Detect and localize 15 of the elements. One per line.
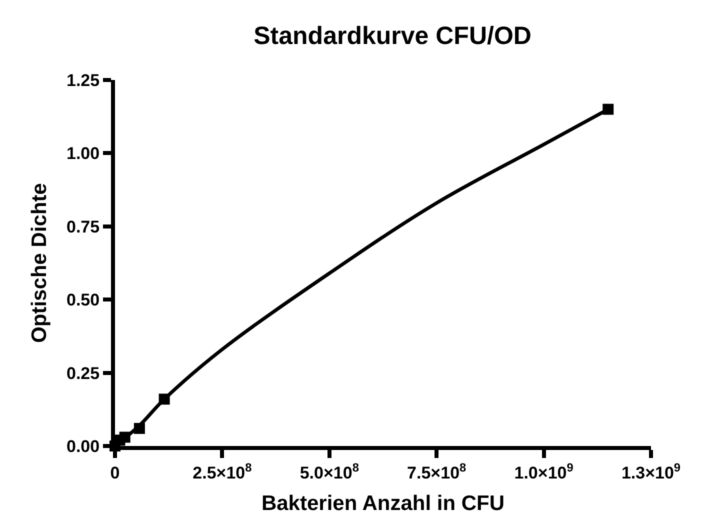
- chart-title: Standardkurve CFU/OD: [254, 22, 532, 50]
- x-tick-label: 7.5×10$^{8}$: [407, 460, 467, 482]
- x-axis-title: Bakterien Anzahl in CFU: [261, 492, 505, 516]
- x-tick-label: 0: [110, 463, 120, 482]
- y-tick-label: 0.75: [66, 217, 100, 236]
- y-tick-label: 1.00: [66, 144, 100, 164]
- y-tick-label: 0.00: [66, 436, 100, 456]
- x-tick-label: 5.0×10$^{8}$: [300, 460, 360, 482]
- x-tick-label: 1.3×10$^{9}$: [621, 460, 681, 482]
- y-axis-title: Optische Dichte: [28, 183, 52, 343]
- x-tick-label: 1.0×10$^{9}$: [514, 460, 574, 482]
- y-tick-label: 0.50: [66, 290, 100, 310]
- y-tick-label: 1.25: [66, 70, 100, 90]
- y-tick-label: 0.25: [66, 364, 100, 383]
- x-tick-label: 2.5×10$^{8}$: [192, 460, 252, 482]
